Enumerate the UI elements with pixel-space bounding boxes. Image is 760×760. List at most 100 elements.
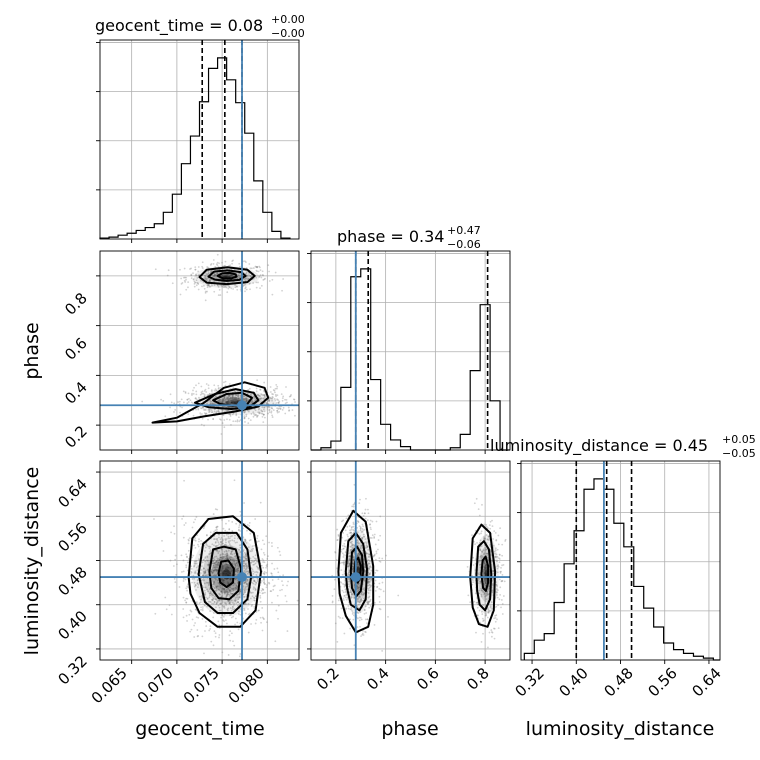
sample-point xyxy=(498,598,501,601)
sample-point xyxy=(352,614,355,617)
sample-point xyxy=(272,402,275,405)
sample-point xyxy=(209,610,212,613)
sample-point xyxy=(220,590,223,593)
sample-point xyxy=(263,394,266,397)
sample-point xyxy=(494,615,496,617)
sample-point xyxy=(193,577,196,580)
sample-point xyxy=(362,533,365,536)
sample-point xyxy=(490,559,493,562)
sample-point xyxy=(487,608,490,611)
sample-point xyxy=(359,527,362,530)
sample-point xyxy=(235,587,238,590)
sample-point xyxy=(209,592,211,595)
sample-point xyxy=(352,528,355,531)
sample-point xyxy=(369,565,372,568)
sample-point xyxy=(482,619,485,622)
sample-point xyxy=(249,393,252,396)
sample-point xyxy=(174,554,177,557)
sample-point xyxy=(489,520,492,523)
sample-point xyxy=(211,269,214,272)
sample-point xyxy=(196,281,199,284)
sample-point xyxy=(190,571,193,574)
sample-point xyxy=(262,588,264,591)
sample-point xyxy=(349,618,351,621)
sample-point xyxy=(483,577,486,580)
sample-point xyxy=(259,395,262,398)
sample-point xyxy=(278,550,281,553)
sample-point xyxy=(198,602,201,605)
sample-point xyxy=(275,384,278,386)
sample-point xyxy=(201,285,203,288)
sample-point xyxy=(225,544,228,546)
contour-5 xyxy=(212,391,253,407)
sample-point xyxy=(229,413,232,416)
sample-point xyxy=(257,414,259,417)
sample-point xyxy=(231,521,234,523)
sample-point xyxy=(244,557,247,560)
sample-point xyxy=(213,410,216,413)
sample-point xyxy=(216,569,219,572)
sample-point xyxy=(225,619,227,622)
y-tick-phase-0: 0.2 xyxy=(61,422,91,452)
sample-point xyxy=(266,563,269,566)
sample-point xyxy=(249,394,251,396)
sample-point xyxy=(501,564,503,567)
sample-point xyxy=(208,583,210,585)
sample-point xyxy=(185,587,188,590)
sample-point xyxy=(361,551,364,554)
sample-point xyxy=(255,281,258,284)
sample-point xyxy=(222,399,225,402)
sample-point xyxy=(197,543,199,546)
sample-point xyxy=(250,393,253,396)
sample-point xyxy=(483,593,486,596)
sample-point xyxy=(207,590,210,593)
sample-point xyxy=(368,584,370,587)
sample-point xyxy=(234,420,237,423)
sample-point xyxy=(478,533,481,535)
sample-point xyxy=(234,554,237,557)
sample-point xyxy=(243,581,246,584)
sample-point xyxy=(248,387,251,390)
sample-point xyxy=(366,618,369,621)
sample-point xyxy=(348,564,351,567)
sample-point xyxy=(356,561,359,564)
sample-point xyxy=(362,529,365,532)
sample-point xyxy=(258,395,261,397)
sample-point xyxy=(367,587,370,590)
sample-point xyxy=(237,395,240,398)
sample-point xyxy=(214,529,217,532)
sample-point xyxy=(258,265,261,268)
sample-point xyxy=(246,572,249,575)
sample-point xyxy=(220,616,222,619)
sample-point xyxy=(222,556,225,558)
sample-point xyxy=(215,555,218,558)
sample-point xyxy=(203,424,205,427)
sample-point xyxy=(221,274,224,277)
sample-point xyxy=(219,570,222,572)
sample-point xyxy=(274,399,277,402)
sample-point xyxy=(347,562,350,564)
sample-point xyxy=(207,564,210,567)
sample-point xyxy=(257,394,260,397)
sample-point xyxy=(472,556,475,559)
sample-point xyxy=(162,550,165,552)
sample-point xyxy=(220,574,223,577)
sample-point xyxy=(212,597,215,600)
sample-point xyxy=(254,518,257,520)
sample-point xyxy=(191,526,194,529)
sample-point xyxy=(238,276,241,279)
sample-point xyxy=(369,523,372,526)
sample-point xyxy=(334,622,337,625)
sample-point xyxy=(357,583,360,586)
sample-point xyxy=(209,399,212,401)
sample-point xyxy=(253,413,255,415)
sample-point xyxy=(261,588,264,590)
sample-point xyxy=(176,563,178,566)
sample-point xyxy=(491,519,493,522)
sample-point xyxy=(206,290,208,293)
sample-point xyxy=(204,574,207,577)
sample-point xyxy=(349,531,352,534)
sample-point xyxy=(486,552,488,555)
sample-point xyxy=(229,396,232,399)
sample-point xyxy=(236,569,239,572)
